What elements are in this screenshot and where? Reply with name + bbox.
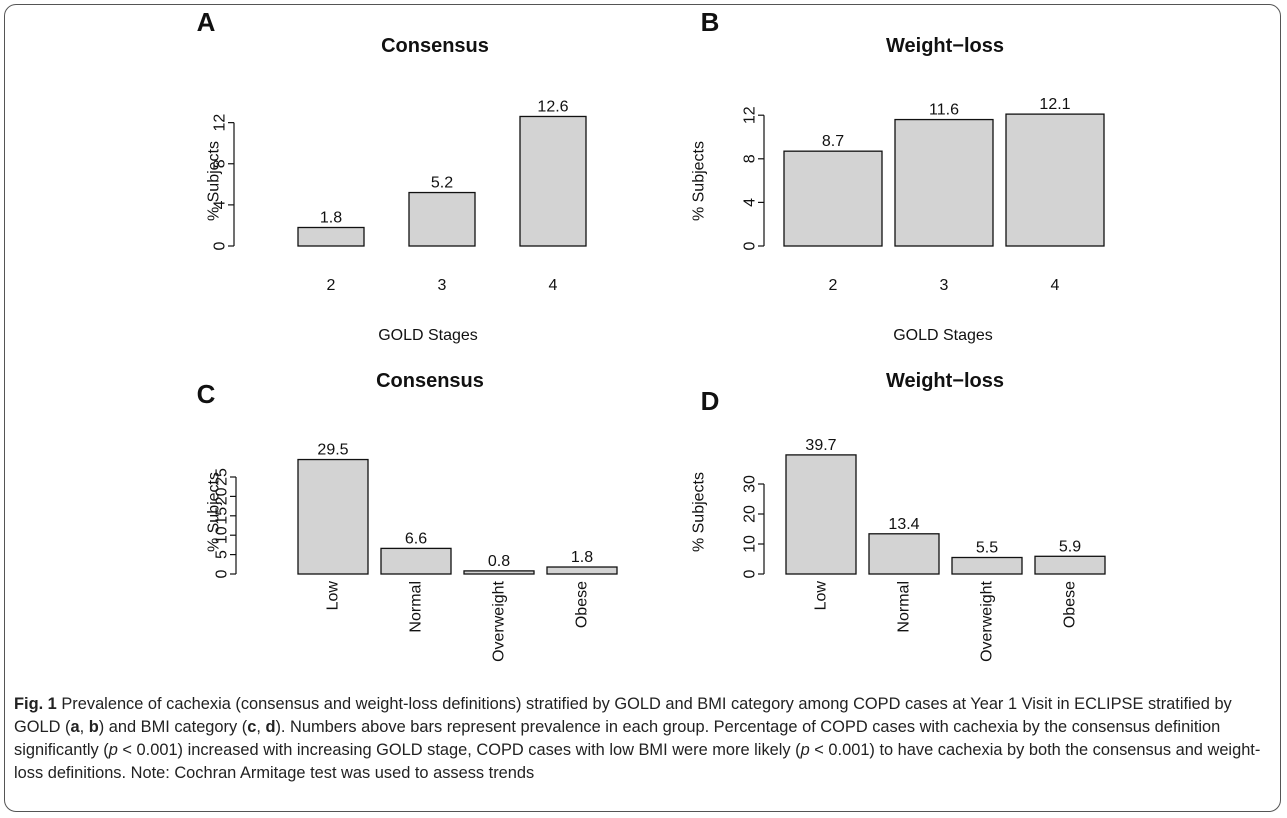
- chart-panel-a: A Consensus 0 4 8 12 % Subjects 1.8 2 5.2 3 12.6 4 GO…: [197, 7, 587, 344]
- panel-title: Consensus: [381, 35, 489, 57]
- bar: [408, 191, 476, 247]
- x-tick-label: Overweight: [491, 580, 508, 661]
- figure-caption: Fig. 1 Prevalence of cachexia (consensus…: [14, 693, 1279, 785]
- y-tick-label: 20: [742, 505, 759, 523]
- x-tick-label: 4: [549, 277, 558, 294]
- panel-title: Weight−loss: [886, 370, 1004, 392]
- y-axis-label: % Subjects: [206, 141, 223, 221]
- data-label: 13.4: [888, 516, 919, 533]
- x-tick-label: 4: [1051, 277, 1060, 294]
- y-tick-label: 4: [742, 198, 759, 207]
- bar: [463, 570, 535, 575]
- y-axis-label: % Subjects: [206, 472, 223, 552]
- caption-text: ) and BMI category (: [98, 718, 248, 736]
- figure-frame: [4, 4, 1281, 812]
- y-tick-label: 0: [742, 241, 759, 250]
- data-label: 12.1: [1039, 96, 1070, 113]
- bar: [380, 547, 452, 575]
- y-tick-label: 0: [214, 569, 231, 578]
- bar: [297, 226, 365, 247]
- caption-label: Fig. 1: [14, 695, 57, 713]
- y-tick-label: 8: [742, 154, 759, 163]
- caption-text: ,: [256, 718, 266, 736]
- data-label: 0.8: [488, 553, 510, 570]
- data-label: 29.5: [317, 442, 348, 459]
- y-tick-label: 5: [214, 550, 231, 559]
- x-tick-label: 2: [327, 277, 336, 294]
- panel-letter: C: [197, 379, 216, 409]
- panel-letter: B: [701, 7, 720, 37]
- data-label: 6.6: [405, 530, 427, 547]
- x-tick-label: Obese: [1062, 581, 1079, 628]
- caption-text: < 0.001) increased with increasing GOLD …: [117, 741, 801, 759]
- caption-text: p: [108, 741, 118, 759]
- x-tick-label: Overweight: [979, 580, 996, 661]
- x-tick-label: Normal: [896, 581, 913, 633]
- data-label: 1.8: [320, 209, 342, 226]
- panel-letter: D: [701, 386, 720, 416]
- y-tick-label: 20: [214, 487, 231, 505]
- bar: [894, 118, 994, 247]
- data-label: 8.7: [822, 133, 844, 150]
- chart-panel-d: D Weight−loss 0 10 20 30 % Subjects 39.7 Low 13.4…: [691, 370, 1106, 662]
- x-tick-label: 3: [940, 277, 949, 294]
- bar: [951, 556, 1023, 575]
- x-tick-label: Low: [325, 581, 342, 611]
- data-label: 5.2: [431, 175, 453, 192]
- chart-panel-b: B Weight−loss 0 4 8 12 % Subjects 8.7 2 11.6 3 12.1…: [691, 7, 1105, 344]
- x-tick-label: Low: [813, 581, 830, 611]
- panel-title: Consensus: [376, 370, 484, 392]
- data-label: 5.5: [976, 540, 998, 557]
- x-axis-label: GOLD Stages: [893, 327, 993, 344]
- y-tick-label: 0: [742, 569, 759, 578]
- caption-text: ,: [79, 718, 89, 736]
- x-tick-label: 2: [829, 277, 838, 294]
- caption-text: p: [800, 741, 810, 759]
- caption-text: Prevalence of cachexia (consensus and we…: [14, 695, 1232, 736]
- y-axis-label: % Subjects: [691, 141, 708, 221]
- caption-text: d: [265, 718, 276, 736]
- y-tick-label: 25: [214, 468, 231, 486]
- panel-letter: A: [197, 7, 216, 37]
- y-tick-label: 12: [742, 106, 759, 124]
- bar: [519, 115, 587, 247]
- caption-text: < 0.001) to have cachexia by both the co…: [14, 741, 1261, 782]
- y-axis-label: % Subjects: [691, 472, 708, 552]
- x-tick-label: Obese: [574, 581, 591, 628]
- x-tick-label: Normal: [408, 581, 425, 633]
- data-label: 11.6: [929, 102, 959, 119]
- bar: [546, 566, 618, 575]
- caption-text: b: [88, 718, 99, 736]
- panel-title: Weight−loss: [886, 35, 1004, 57]
- bar: [785, 454, 857, 575]
- data-label: 1.8: [571, 549, 593, 566]
- caption-text: ). Numbers above bars represent prevalen…: [14, 718, 1221, 759]
- bar: [297, 458, 369, 575]
- y-tick-label: 15: [214, 507, 231, 525]
- bar: [1034, 555, 1106, 575]
- data-label: 5.9: [1059, 538, 1081, 555]
- caption-text: a: [70, 718, 80, 736]
- y-tick-label: 8: [212, 159, 229, 168]
- x-axis-label: GOLD Stages: [378, 327, 478, 344]
- y-tick-label: 4: [212, 200, 229, 209]
- y-tick-label: 10: [214, 526, 231, 544]
- bar: [868, 533, 940, 575]
- y-tick-label: 0: [212, 241, 229, 250]
- bar: [783, 150, 883, 247]
- x-tick-label: 3: [438, 277, 447, 294]
- y-tick-label: 30: [742, 475, 759, 493]
- figure-panels: A Consensus 0 4 8 12 % Subjects 1.8 2 5.2 3 12.6 4 GO…: [197, 7, 1106, 662]
- bar: [1005, 113, 1105, 247]
- y-tick-label: 12: [212, 114, 229, 132]
- caption-text: c: [247, 718, 257, 736]
- y-tick-label: 10: [742, 535, 759, 553]
- data-label: 12.6: [537, 98, 568, 115]
- data-label: 39.7: [805, 437, 836, 454]
